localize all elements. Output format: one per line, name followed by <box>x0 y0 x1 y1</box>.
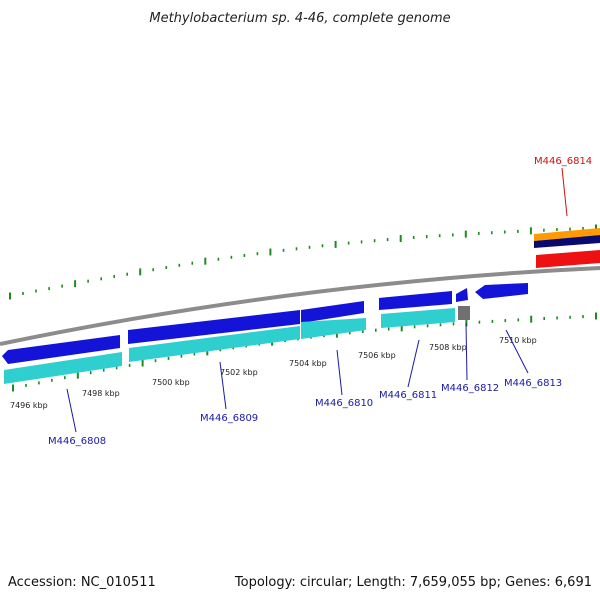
scale-label: 7504 kbp <box>289 359 327 368</box>
cds-arrow-6810[interactable] <box>301 301 364 323</box>
gene-label-6808[interactable]: M446_6808 <box>48 436 106 447</box>
scale-labels: 7496 kbp 7498 kbp 7500 kbp 7502 kbp 7504… <box>10 336 537 410</box>
leader-line-6808 <box>66 388 77 433</box>
feature-block-6809[interactable] <box>129 326 300 362</box>
accession-text: Accession: NC_010511 <box>8 575 156 590</box>
scale-label: 7510 kbp <box>499 336 537 345</box>
gene-label-6810[interactable]: M446_6810 <box>315 398 373 409</box>
feature-track <box>4 308 455 384</box>
genome-backbone <box>0 266 600 346</box>
cds-arrow-6808[interactable] <box>2 335 120 364</box>
scale-label: 7502 kbp <box>220 368 258 377</box>
leader-line-6810 <box>336 349 343 396</box>
outer-tick-ring <box>9 224 597 300</box>
leader-line-6813 <box>505 329 529 374</box>
gene-label-6812[interactable]: M446_6812 <box>441 383 499 394</box>
cds-arrow-6809[interactable] <box>128 310 300 344</box>
leader-line-6814 <box>561 167 568 217</box>
forward-cds-track <box>2 283 528 364</box>
leader-line-6809 <box>219 361 227 410</box>
feature-block-6811[interactable] <box>381 308 455 328</box>
label-leader-lines <box>66 167 568 433</box>
navy-feature-band[interactable] <box>534 235 600 248</box>
scale-label: 7496 kbp <box>10 401 48 410</box>
gene-label-6811[interactable]: M446_6811 <box>379 390 437 401</box>
map-title: Methylobacterium sp. 4-46, complete geno… <box>149 11 450 26</box>
gene-label-6813[interactable]: M446_6813 <box>504 378 562 389</box>
orange-feature-band[interactable] <box>534 228 600 241</box>
gene-labels: M446_6808 M446_6809 M446_6810 M446_6811 … <box>48 156 592 447</box>
gene-label-6809[interactable]: M446_6809 <box>200 413 258 424</box>
scale-label: 7506 kbp <box>358 351 396 360</box>
feature-block-6810[interactable] <box>301 318 366 339</box>
scale-label: 7500 kbp <box>152 378 190 387</box>
cds-arrow-6814[interactable] <box>536 250 600 268</box>
cds-arrow-6812[interactable] <box>456 288 468 302</box>
scale-label: 7508 kbp <box>429 343 467 352</box>
leader-line-6812 <box>465 322 468 381</box>
genome-summary-text: Topology: circular; Length: 7,659,055 bp… <box>234 575 592 590</box>
leader-line-6811 <box>407 339 420 388</box>
scale-label: 7498 kbp <box>82 389 120 398</box>
cds-arrow-6811[interactable] <box>379 291 452 310</box>
gene-label-6814[interactable]: M446_6814 <box>534 156 592 167</box>
gap-feature-block[interactable] <box>458 306 470 320</box>
feature-block-6808[interactable] <box>4 352 122 384</box>
cds-arrow-6813[interactable] <box>475 283 528 299</box>
